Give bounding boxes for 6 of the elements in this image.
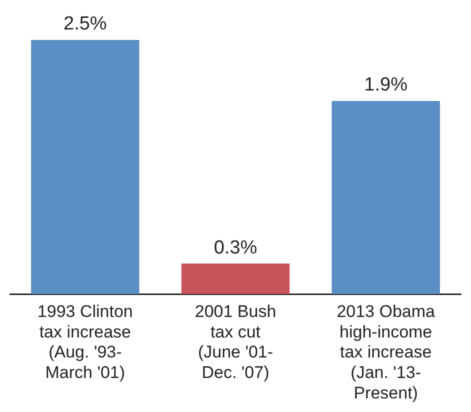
x-tick-label: 2013 Obama high-income tax increase (Jan. '13- Present) [336,302,436,402]
data-label: 2.5% [64,14,107,35]
x-tick-label: 2001 Bush tax cut (June '01- Dec. '07) [194,302,276,382]
data-label: 0.3% [214,237,258,258]
x-tick-label: 1993 Clinton tax increase (Aug. '93- March '01) [37,302,133,382]
data-label: 1.9% [364,74,408,96]
